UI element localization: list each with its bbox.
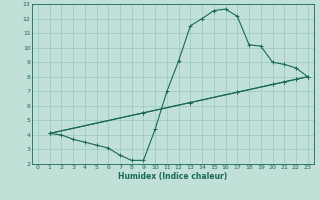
X-axis label: Humidex (Indice chaleur): Humidex (Indice chaleur) bbox=[118, 172, 228, 181]
